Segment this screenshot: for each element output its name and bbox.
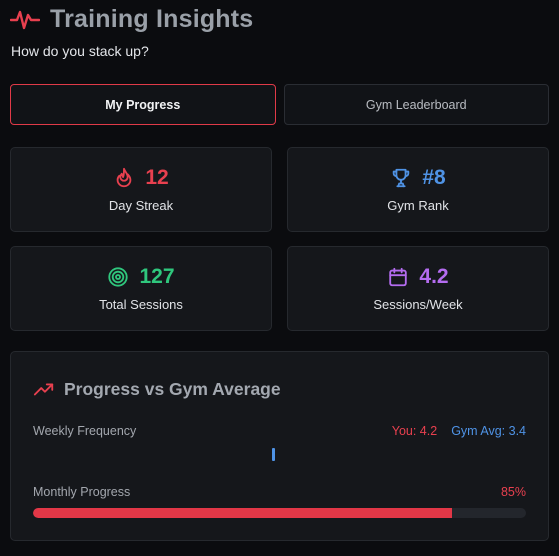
comparison-title: Progress vs Gym Average <box>64 378 281 399</box>
view-tabs: My Progress Gym Leaderboard <box>10 84 549 125</box>
monthly-progress-percent: 85% <box>500 485 526 499</box>
weekly-frequency-label: Weekly Frequency <box>33 424 137 438</box>
stat-card-sessions-per-week: 4.2 Sessions/Week <box>287 246 549 331</box>
flame-icon <box>116 167 132 188</box>
monthly-progress-bar <box>33 508 526 518</box>
stat-card-gym-rank: #8 Gym Rank <box>287 147 549 232</box>
target-icon <box>108 267 129 287</box>
page-title: Training Insights <box>50 4 254 33</box>
you-value: You: 4.2 <box>391 424 438 438</box>
stat-card-total-sessions: 127 Total Sessions <box>10 246 272 331</box>
stat-label: Sessions/Week <box>373 297 463 312</box>
progress-comparison-card: Progress vs Gym Average Weekly Frequency… <box>10 351 549 541</box>
stat-card-day-streak: 12 Day Streak <box>10 147 272 232</box>
stat-label: Total Sessions <box>99 297 183 312</box>
stat-value: 12 <box>145 166 169 189</box>
stat-value: 127 <box>139 265 175 288</box>
app-header: Training Insights <box>10 4 253 34</box>
stat-label: Gym Rank <box>387 198 449 213</box>
comparison-header: Progress vs Gym Average <box>33 378 281 400</box>
stat-label: Day Streak <box>108 198 174 213</box>
monthly-progress-label: Monthly Progress <box>33 485 131 499</box>
calendar-icon <box>389 267 408 287</box>
page-subtitle: How do you stack up? <box>11 43 149 59</box>
tab-my-progress[interactable]: My Progress <box>10 84 276 125</box>
weekly-frequency-values: You: 4.2 Gym Avg: 3.4 <box>392 424 526 438</box>
trophy-icon <box>393 168 410 188</box>
gym-avg-value: Gym Avg: 3.4 <box>451 424 526 438</box>
gym-average-marker <box>272 448 275 461</box>
tab-gym-leaderboard[interactable]: Gym Leaderboard <box>283 84 549 125</box>
stat-value: 4.2 <box>419 265 449 288</box>
stat-value: #8 <box>422 166 446 189</box>
heartbeat-pulse-icon <box>10 10 40 30</box>
monthly-progress-fill <box>33 508 453 518</box>
trending-up-icon <box>33 383 54 396</box>
